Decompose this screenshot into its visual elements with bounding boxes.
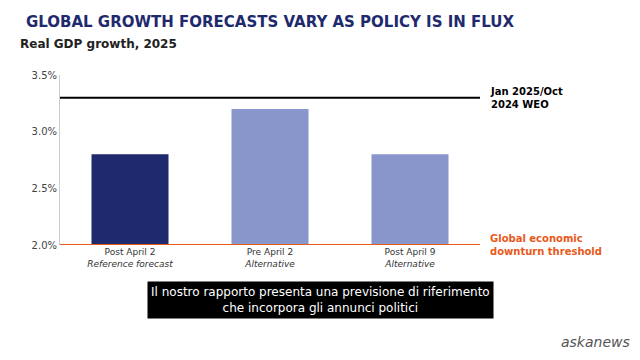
svg-text:askanews: askanews bbox=[561, 334, 630, 350]
svg-text:2.5%: 2.5% bbox=[32, 183, 57, 194]
svg-text:Il nostro rapporto presenta un: Il nostro rapporto presenta una previsio… bbox=[151, 285, 490, 315]
svg-text:Post April 9Alternative: Post April 9Alternative bbox=[384, 247, 435, 269]
svg-text:GLOBAL GROWTH FORECASTS VARY A: GLOBAL GROWTH FORECASTS VARY AS POLICY I… bbox=[26, 13, 515, 31]
svg-text:3.5%: 3.5% bbox=[32, 70, 57, 81]
svg-text:Pre April 2Alternative: Pre April 2Alternative bbox=[244, 247, 295, 269]
svg-text:Real GDP growth, 2025: Real GDP growth, 2025 bbox=[20, 37, 177, 51]
svg-text:Post April 2Reference forecast: Post April 2Reference forecast bbox=[87, 247, 173, 269]
svg-text:2.0%: 2.0% bbox=[32, 240, 57, 251]
svg-text:3.0%: 3.0% bbox=[32, 126, 57, 137]
svg-text:Global economicdownturn thresh: Global economicdownturn threshold bbox=[490, 233, 602, 257]
svg-text:Jan 2025/Oct2024 WEO: Jan 2025/Oct2024 WEO bbox=[490, 86, 563, 110]
